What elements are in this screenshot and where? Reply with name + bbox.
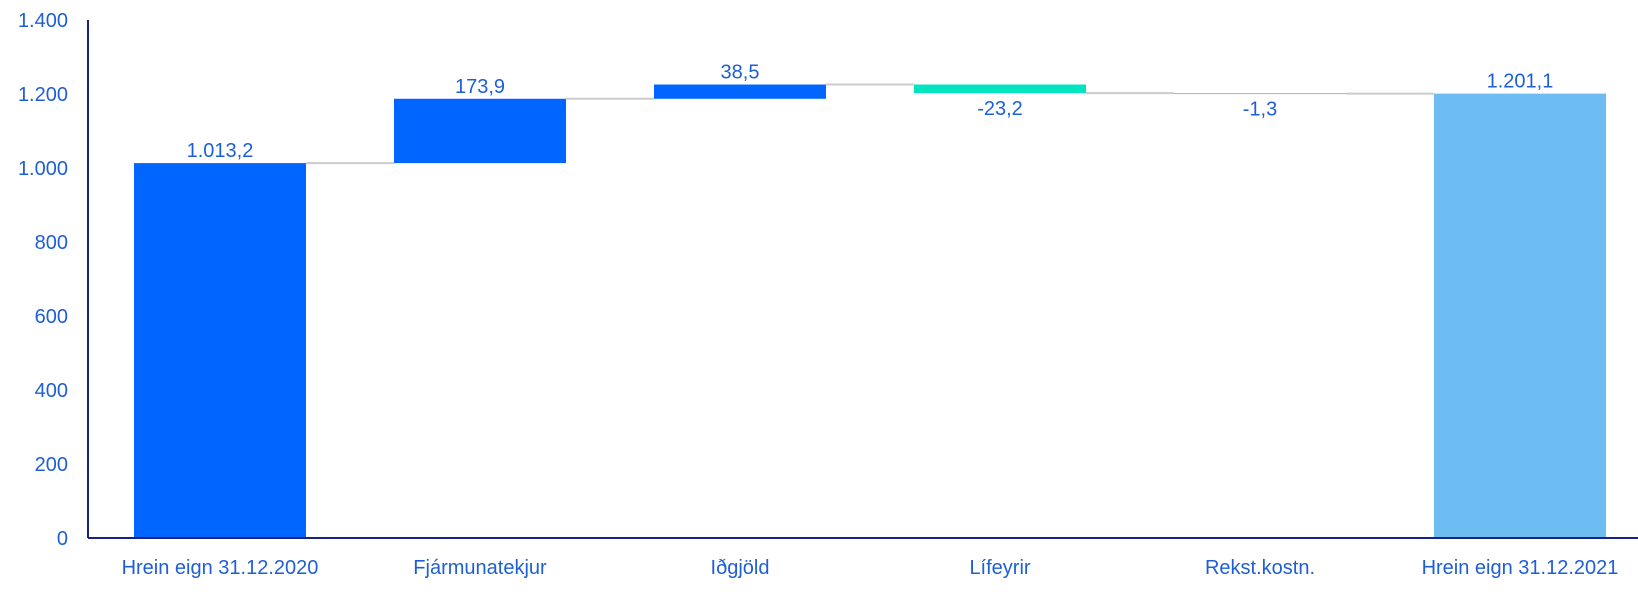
- y-tick-label: 400: [35, 380, 68, 402]
- x-tick-label: Fjármunatekjur: [413, 557, 547, 579]
- bar: [654, 84, 826, 99]
- y-tick-label: 200: [35, 454, 68, 476]
- y-tick-label: 0: [57, 528, 68, 550]
- data-label: -23,2: [977, 98, 1023, 120]
- x-tick-label: Rekst.kostn.: [1205, 557, 1315, 579]
- bar: [1174, 93, 1346, 95]
- x-tick-label: Hrein eign 31.12.2021: [1422, 557, 1619, 579]
- data-label: 1.201,1: [1487, 71, 1554, 93]
- y-tick-label: 800: [35, 232, 68, 254]
- data-label: 173,9: [455, 76, 505, 98]
- bar: [394, 98, 566, 164]
- y-tick-label: 1.000: [18, 158, 68, 180]
- y-tick-label: 600: [35, 306, 68, 328]
- bar: [914, 84, 1086, 94]
- x-tick-label: Hrein eign 31.12.2020: [122, 557, 319, 579]
- y-tick-label: 1.400: [18, 10, 68, 32]
- data-label: 1.013,2: [187, 140, 254, 162]
- y-tick-label: 1.200: [18, 84, 68, 106]
- x-tick-label: Lífeyrir: [969, 557, 1030, 579]
- bar: [1434, 93, 1606, 538]
- data-label: -1,3: [1243, 99, 1277, 121]
- x-tick-label: Iðgjöld: [711, 557, 770, 579]
- data-label: 38,5: [721, 62, 760, 84]
- bar: [134, 163, 306, 538]
